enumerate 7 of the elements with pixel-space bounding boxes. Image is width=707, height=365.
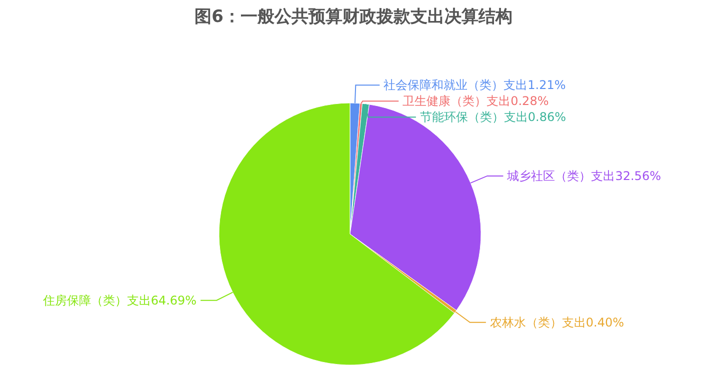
slice-label: 城乡社区（类）支出32.56% — [506, 168, 661, 183]
chart-title: 图6：一般公共预算财政拨款支出决算结构 — [194, 7, 512, 27]
slice-label: 社会保障和就业（类）支出1.21% — [384, 78, 566, 92]
slice-label: 节能环保（类）支出0.86% — [420, 110, 566, 124]
slice-label: 农林水（类）支出0.40% — [490, 315, 624, 330]
slice-label: 卫生健康（类）支出0.28% — [402, 94, 549, 108]
slice-label: 住房保障（类）支出64.69% — [42, 293, 197, 308]
